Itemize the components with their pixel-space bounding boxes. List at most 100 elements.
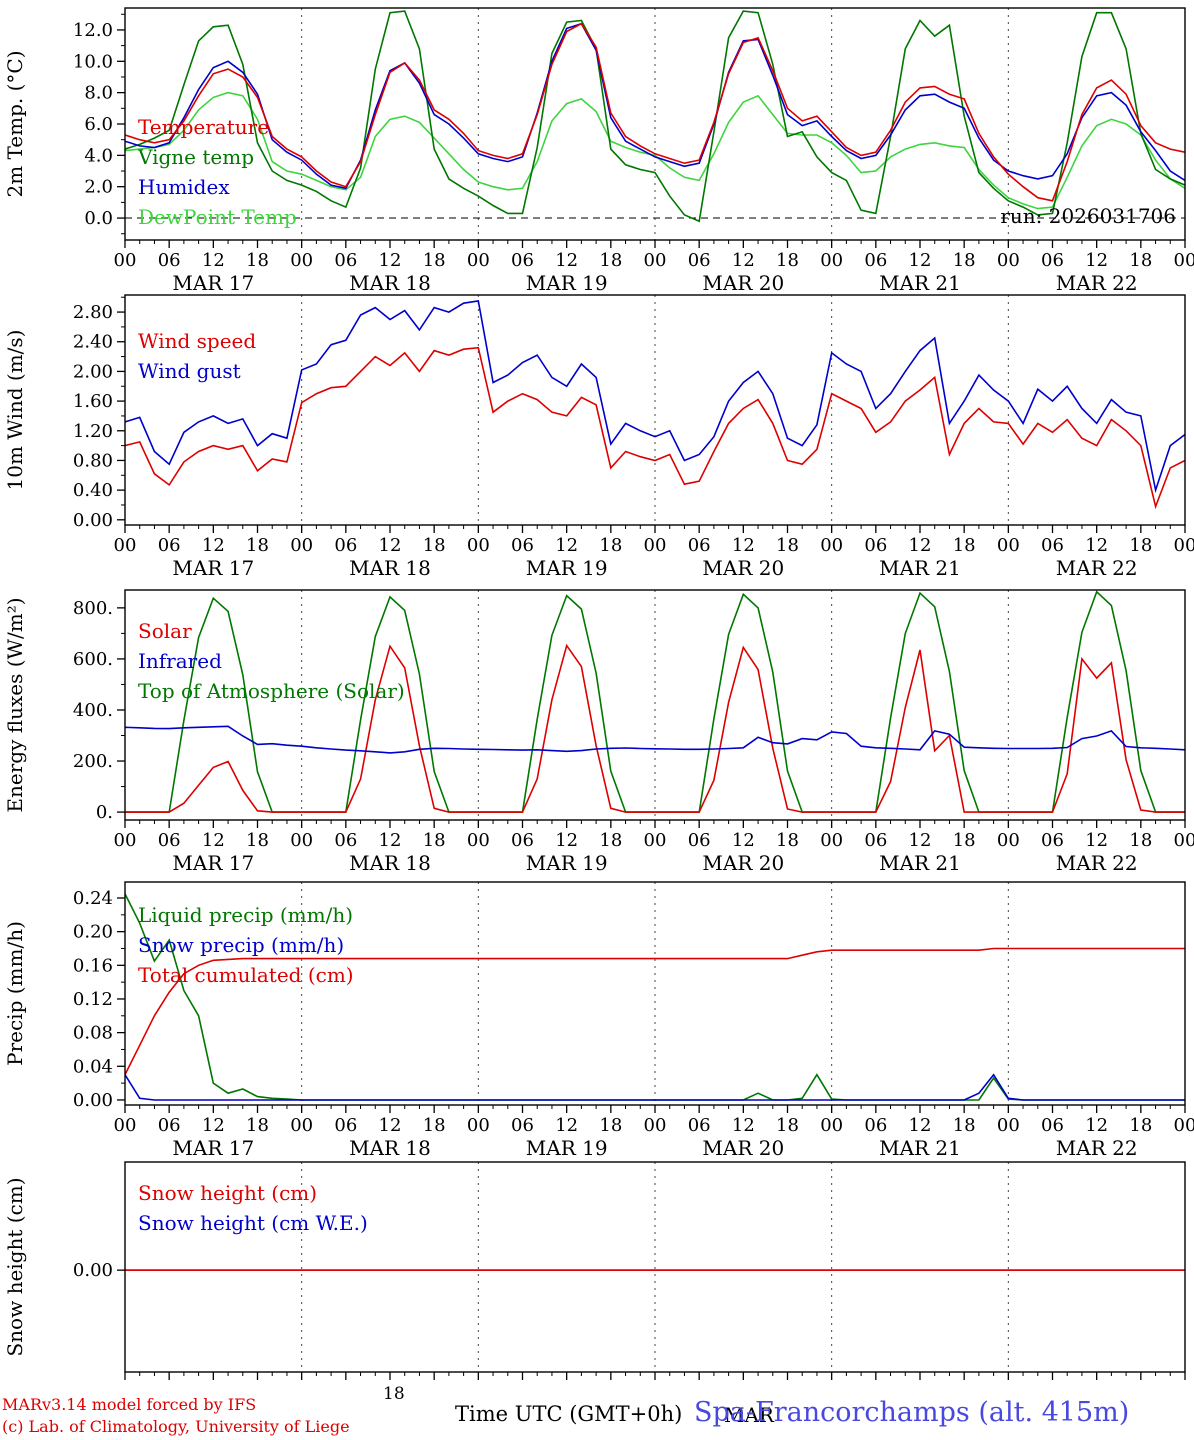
ylabel-flux: Energy fluxes (W/m²) [3, 597, 27, 812]
legend-item-snow-height-we: Snow height (cm W.E.) [138, 1211, 368, 1235]
model-credit: MARv3.14 model forced by IFS (c) Lab. of… [2, 1394, 350, 1438]
svg-text:12: 12 [732, 830, 755, 851]
svg-text:200.: 200. [73, 751, 113, 772]
svg-text:06: 06 [1041, 535, 1064, 556]
svg-text:18: 18 [423, 250, 446, 271]
svg-text:00: 00 [114, 830, 137, 851]
legend-precip: Liquid precip (mm/h) Snow precip (mm/h) … [138, 900, 354, 990]
svg-text:0.16: 0.16 [73, 955, 113, 976]
day-label: MAR 18 [349, 851, 431, 875]
day-label: MAR 21 [879, 556, 961, 580]
svg-text:06: 06 [158, 1115, 181, 1136]
svg-text:06: 06 [688, 1115, 711, 1136]
svg-text:12: 12 [202, 250, 225, 271]
svg-text:18: 18 [599, 830, 622, 851]
svg-text:12: 12 [202, 535, 225, 556]
day-label: MAR 17 [172, 851, 254, 875]
svg-text:2.80: 2.80 [73, 302, 113, 323]
svg-text:00: 00 [290, 1115, 313, 1136]
day-label: MAR 19 [526, 851, 608, 875]
svg-text:06: 06 [1041, 250, 1064, 271]
svg-text:06: 06 [688, 250, 711, 271]
svg-text:18: 18 [423, 1115, 446, 1136]
svg-text:0.20: 0.20 [73, 922, 113, 943]
svg-text:0.24: 0.24 [73, 888, 113, 909]
svg-text:00: 00 [290, 830, 313, 851]
ylabel-snow: Snow height (cm) [3, 1177, 27, 1356]
legend-item-liquid-precip: Liquid precip (mm/h) [138, 903, 354, 927]
svg-text:06: 06 [158, 250, 181, 271]
legend-item-toa-solar: Top of Atmosphere (Solar) [138, 679, 405, 703]
series-snow-precip [125, 1073, 1185, 1101]
svg-text:12: 12 [379, 830, 402, 851]
svg-text:06: 06 [1041, 830, 1064, 851]
legend-item-wind-speed: Wind speed [138, 329, 257, 353]
svg-text:18: 18 [1129, 1115, 1152, 1136]
svg-text:18: 18 [246, 250, 269, 271]
svg-text:12.0: 12.0 [73, 20, 113, 41]
svg-text:18: 18 [953, 830, 976, 851]
svg-text:12: 12 [909, 535, 932, 556]
svg-text:06: 06 [334, 535, 357, 556]
day-label: MAR 22 [1056, 556, 1138, 580]
svg-text:0.00: 0.00 [73, 1260, 113, 1281]
ylabel-wind: 10m Wind (m/s) [3, 330, 27, 491]
svg-text:18: 18 [423, 535, 446, 556]
svg-text:12: 12 [555, 250, 578, 271]
svg-text:06: 06 [334, 1115, 357, 1136]
svg-text:06: 06 [158, 535, 181, 556]
svg-text:18: 18 [776, 535, 799, 556]
svg-text:0.08: 0.08 [73, 1023, 113, 1044]
svg-text:00: 00 [820, 535, 843, 556]
svg-text:6.0: 6.0 [84, 114, 113, 135]
svg-text:00: 00 [997, 830, 1020, 851]
svg-text:18: 18 [953, 1115, 976, 1136]
legend-snow: Snow height (cm) Snow height (cm W.E.) [138, 1178, 368, 1238]
svg-text:06: 06 [511, 250, 534, 271]
series-wind-gust [125, 299, 1185, 494]
day-label: MAR 22 [1056, 271, 1138, 295]
svg-text:12: 12 [909, 1115, 932, 1136]
svg-text:18: 18 [1129, 830, 1152, 851]
svg-text:06: 06 [511, 830, 534, 851]
ylabel-temp: 2m Temp. (°C) [3, 50, 27, 197]
svg-text:00: 00 [1174, 535, 1194, 556]
day-label: MAR 20 [702, 1136, 784, 1160]
svg-text:800.: 800. [73, 598, 113, 619]
svg-text:00: 00 [467, 1115, 490, 1136]
svg-text:06: 06 [1041, 1115, 1064, 1136]
legend-temp: Temperature Vigne temp Humidex DewPoint … [138, 112, 297, 232]
svg-text:00: 00 [290, 250, 313, 271]
svg-text:00: 00 [820, 830, 843, 851]
day-label: MAR 21 [879, 1136, 961, 1160]
day-label: MAR 17 [172, 271, 254, 295]
legend-item-snow-height: Snow height (cm) [138, 1181, 318, 1205]
svg-text:12: 12 [1085, 250, 1108, 271]
svg-text:18: 18 [953, 250, 976, 271]
legend-item-temperature: Temperature [138, 115, 270, 139]
svg-text:06: 06 [864, 535, 887, 556]
svg-text:06: 06 [334, 830, 357, 851]
svg-text:06: 06 [864, 250, 887, 271]
svg-text:18: 18 [599, 1115, 622, 1136]
svg-text:06: 06 [688, 535, 711, 556]
svg-text:00: 00 [644, 830, 667, 851]
svg-text:1.60: 1.60 [73, 391, 113, 412]
svg-text:0.12: 0.12 [73, 989, 113, 1010]
ylabel-precip: Precip (mm/h) [3, 921, 27, 1066]
svg-text:06: 06 [158, 830, 181, 851]
svg-text:12: 12 [732, 250, 755, 271]
svg-text:00: 00 [467, 830, 490, 851]
svg-text:1.20: 1.20 [73, 421, 113, 442]
series-wind-speed [125, 346, 1185, 510]
svg-text:18: 18 [776, 830, 799, 851]
stray-day-label: MAR [724, 1403, 774, 1427]
legend-wind: Wind speed Wind gust [138, 326, 256, 386]
day-label: MAR 18 [349, 1136, 431, 1160]
svg-text:2.00: 2.00 [73, 361, 113, 382]
svg-text:2.40: 2.40 [73, 332, 113, 353]
svg-text:12: 12 [732, 1115, 755, 1136]
svg-text:00: 00 [290, 535, 313, 556]
svg-text:00: 00 [114, 250, 137, 271]
